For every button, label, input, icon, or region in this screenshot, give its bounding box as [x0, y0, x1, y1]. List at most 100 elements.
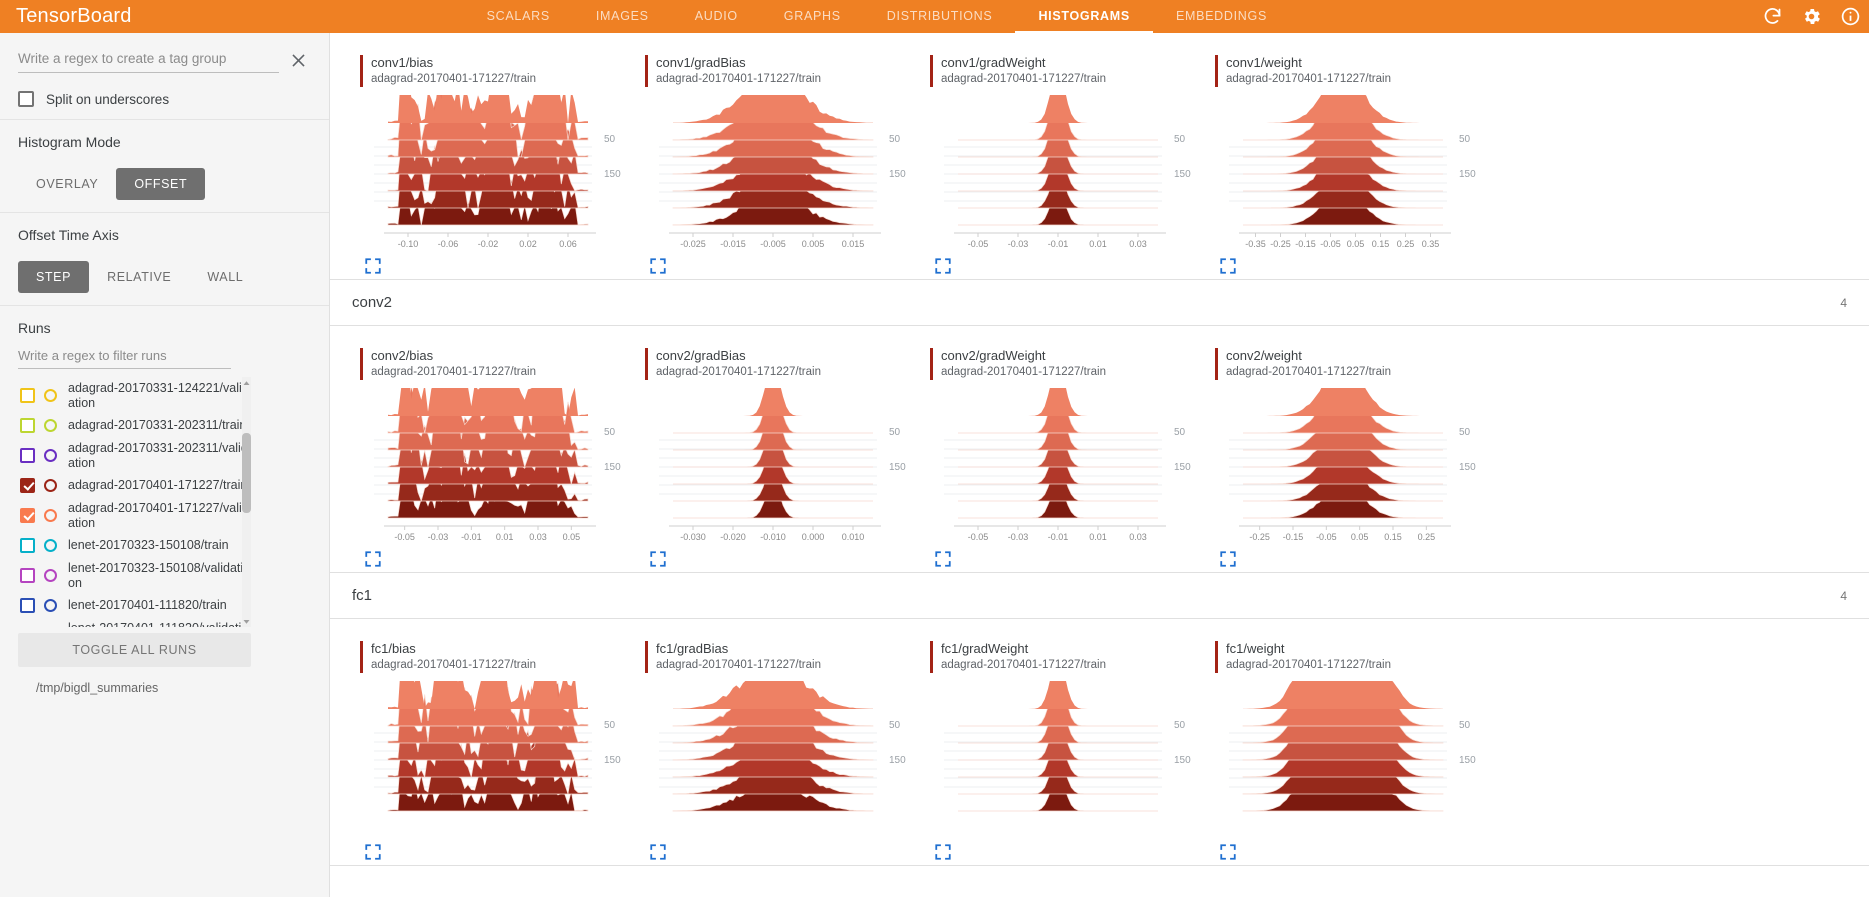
- histogram-card[interactable]: conv1/weight adagrad-20170401-171227/trai…: [1201, 45, 1486, 275]
- expand-chart-icon[interactable]: [1219, 843, 1237, 861]
- histogram-plot[interactable]: 50 150 -0.25 -0.15 -0.05 0.05 0.15 0.25: [1201, 388, 1486, 553]
- info-icon[interactable]: [1840, 6, 1861, 27]
- scroll-up-icon[interactable]: [242, 377, 251, 389]
- tag-regex-input[interactable]: [18, 49, 279, 73]
- chart-area[interactable]: 50 150 -0.05 -0.03 -0.01 0.01 0.03: [916, 95, 1201, 255]
- runs-scrollbar[interactable]: [242, 377, 251, 627]
- run-checkbox[interactable]: [20, 538, 35, 553]
- scroll-down-icon[interactable]: [242, 615, 251, 627]
- tab-images[interactable]: IMAGES: [595, 9, 649, 23]
- histogram-plot[interactable]: 50 150 -0.05 -0.03 -0.01 0.01 0.03: [916, 95, 1201, 260]
- tab-scalars[interactable]: SCALARS: [486, 9, 550, 23]
- histogram-card[interactable]: conv1/bias adagrad-20170401-171227/train 5…: [346, 45, 631, 275]
- run-color-dot[interactable]: [44, 449, 57, 462]
- histogram-plot[interactable]: 50 150: [346, 681, 631, 846]
- split-underscores-row[interactable]: Split on underscores: [18, 91, 311, 107]
- expand-chart-icon[interactable]: [364, 550, 382, 568]
- run-item[interactable]: adagrad-20170331-202311/train: [18, 414, 251, 437]
- run-checkbox[interactable]: [20, 598, 35, 613]
- histogram-plot[interactable]: 50 150 -0.030 -0.020 -0.010 0.000 0.010: [631, 388, 916, 553]
- expand-chart-icon[interactable]: [1219, 257, 1237, 275]
- split-underscores-checkbox[interactable]: [18, 91, 34, 107]
- histogram-plot[interactable]: 50 150 -0.10 -0.06 -0.02 0.02 0.06: [346, 95, 631, 260]
- histogram-plot[interactable]: 50 150: [1201, 681, 1486, 846]
- offset-time-axis-step[interactable]: STEP: [18, 261, 90, 293]
- chart-area[interactable]: 50 150: [916, 681, 1201, 841]
- run-item[interactable]: lenet-20170401-111820/train: [18, 594, 251, 617]
- run-checkbox[interactable]: [20, 448, 35, 463]
- runs-scroll-thumb[interactable]: [242, 433, 251, 513]
- run-color-dot[interactable]: [44, 509, 57, 522]
- tab-graphs[interactable]: GRAPHS: [783, 9, 841, 23]
- histogram-card[interactable]: fc1/bias adagrad-20170401-171227/train 50 1…: [346, 631, 631, 861]
- histogram-card[interactable]: conv2/bias adagrad-20170401-171227/train 5…: [346, 338, 631, 568]
- run-checkbox[interactable]: [20, 508, 35, 523]
- run-checkbox[interactable]: [20, 388, 35, 403]
- run-color-dot[interactable]: [44, 389, 57, 402]
- histogram-card[interactable]: fc1/gradWeight adagrad-20170401-171227/tr…: [916, 631, 1201, 861]
- offset-time-axis-wall[interactable]: WALL: [207, 270, 244, 284]
- tag-group-header[interactable]: fc1 4: [330, 573, 1869, 619]
- histogram-card[interactable]: conv1/gradWeight adagrad-20170401-171227/…: [916, 45, 1201, 275]
- tab-embeddings[interactable]: EMBEDDINGS: [1175, 9, 1267, 23]
- chart-area[interactable]: 50 150 -0.25 -0.15 -0.05 0.05 0.15 0.25: [1201, 388, 1486, 548]
- histogram-plot[interactable]: 50 150 -0.05 -0.03 -0.01 0.01 0.03 0.05: [346, 388, 631, 553]
- expand-chart-icon[interactable]: [934, 257, 952, 275]
- run-item[interactable]: adagrad-20170331-202311/validation: [18, 437, 251, 474]
- gear-icon[interactable]: [1801, 6, 1822, 27]
- run-filter-input[interactable]: [18, 346, 231, 369]
- run-color-dot[interactable]: [44, 569, 57, 582]
- run-color-dot[interactable]: [44, 419, 57, 432]
- histogram-plot[interactable]: 50 150 -0.025 -0.015 -0.005 0.005 0.015: [631, 95, 916, 260]
- expand-chart-icon[interactable]: [649, 257, 667, 275]
- chart-area[interactable]: 50 150 -0.05 -0.03 -0.01 0.01 0.03: [916, 388, 1201, 548]
- refresh-icon[interactable]: [1762, 6, 1783, 27]
- chart-area[interactable]: 50 150: [1201, 681, 1486, 841]
- expand-chart-icon[interactable]: [649, 550, 667, 568]
- run-item[interactable]: lenet-20170401-111820/validation: [18, 617, 251, 627]
- offset-time-axis-relative[interactable]: RELATIVE: [107, 270, 172, 284]
- histogram-plot[interactable]: 50 150 -0.05 -0.03 -0.01 0.01 0.03: [916, 388, 1201, 553]
- run-item[interactable]: lenet-20170323-150108/validation: [18, 557, 251, 594]
- histogram-card[interactable]: conv2/gradBias adagrad-20170401-171227/tr…: [631, 338, 916, 568]
- chart-area[interactable]: 50 150 -0.35 -0.25 -0.15 -0.05 0.05 0.15 0.25 0.3…: [1201, 95, 1486, 255]
- chart-area[interactable]: 50 150 -0.025 -0.015 -0.005 0.005 0.015: [631, 95, 916, 255]
- run-checkbox[interactable]: [20, 478, 35, 493]
- tab-histograms[interactable]: HISTOGRAMS: [1015, 0, 1153, 33]
- expand-chart-icon[interactable]: [934, 550, 952, 568]
- histogram-card[interactable]: conv1/gradBias adagrad-20170401-171227/tr…: [631, 45, 916, 275]
- run-checkbox[interactable]: [20, 418, 35, 433]
- clear-regex-button[interactable]: [285, 47, 311, 73]
- chart-area[interactable]: 50 150 -0.05 -0.03 -0.01 0.01 0.03 0.05: [346, 388, 631, 548]
- histogram-plot[interactable]: 50 150 -0.35 -0.25 -0.15 -0.05 0.05 0.15 0.25 0.3…: [1201, 95, 1486, 260]
- expand-chart-icon[interactable]: [1219, 550, 1237, 568]
- run-item[interactable]: adagrad-20170401-171227/train: [18, 474, 251, 497]
- histogram-card[interactable]: fc1/weight adagrad-20170401-171227/train 5…: [1201, 631, 1486, 861]
- run-color-dot[interactable]: [44, 539, 57, 552]
- histogram-card[interactable]: conv2/gradWeight adagrad-20170401-171227/…: [916, 338, 1201, 568]
- toggle-all-runs-button[interactable]: TOGGLE ALL RUNS: [18, 633, 251, 667]
- histogram-plot[interactable]: 50 150: [631, 681, 916, 846]
- histogram-mode-overlay[interactable]: OVERLAY: [36, 177, 99, 191]
- histogram-plot[interactable]: 50 150: [916, 681, 1201, 846]
- expand-chart-icon[interactable]: [364, 843, 382, 861]
- histogram-card[interactable]: conv2/weight adagrad-20170401-171227/trai…: [1201, 338, 1486, 568]
- chart-area[interactable]: 50 150: [631, 681, 916, 841]
- expand-chart-icon[interactable]: [934, 843, 952, 861]
- run-checkbox[interactable]: [20, 568, 35, 583]
- chart-area[interactable]: 50 150 -0.10 -0.06 -0.02 0.02 0.06: [346, 95, 631, 255]
- chart-area[interactable]: 50 150: [346, 681, 631, 841]
- expand-chart-icon[interactable]: [649, 843, 667, 861]
- run-color-dot[interactable]: [44, 479, 57, 492]
- run-item[interactable]: adagrad-20170331-124221/validation: [18, 377, 251, 414]
- chart-area[interactable]: 50 150 -0.030 -0.020 -0.010 0.000 0.010: [631, 388, 916, 548]
- tab-distributions[interactable]: DISTRIBUTIONS: [886, 9, 993, 23]
- run-item[interactable]: lenet-20170323-150108/train: [18, 534, 251, 557]
- run-item[interactable]: adagrad-20170401-171227/validation: [18, 497, 251, 534]
- tab-audio[interactable]: AUDIO: [694, 9, 738, 23]
- tag-group-header[interactable]: conv2 4: [330, 280, 1869, 326]
- histogram-card[interactable]: fc1/gradBias adagrad-20170401-171227/trai…: [631, 631, 916, 861]
- run-color-dot[interactable]: [44, 599, 57, 612]
- expand-chart-icon[interactable]: [364, 257, 382, 275]
- histogram-mode-offset[interactable]: OFFSET: [116, 168, 206, 200]
